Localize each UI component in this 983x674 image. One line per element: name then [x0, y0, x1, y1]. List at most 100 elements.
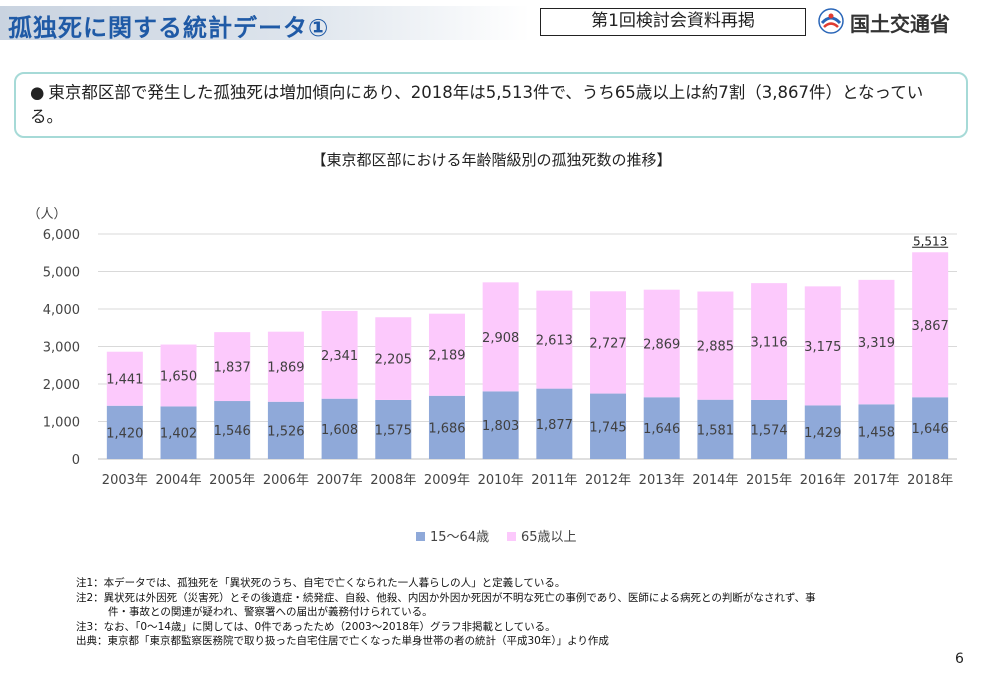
x-tick-label: 2016年 [800, 473, 846, 488]
bar-segment-15-64 [858, 404, 895, 459]
data-label: 2,189 [428, 349, 465, 364]
bar-segment-15-64 [321, 398, 358, 459]
data-label: 1,420 [106, 426, 143, 441]
y-tick-label: 2,000 [43, 378, 80, 393]
x-tick-label: 2011年 [531, 473, 577, 488]
bar-segment-65plus [912, 252, 949, 398]
bar-segment-15-64 [804, 405, 841, 459]
bar-segment-65plus [160, 344, 197, 407]
data-label: 2,908 [482, 331, 519, 346]
data-label: 2,727 [589, 336, 626, 351]
bar-segment-15-64 [160, 406, 197, 459]
data-label: 1,869 [267, 361, 304, 376]
x-tick-label: 2006年 [263, 473, 309, 488]
data-label: 1,745 [589, 420, 626, 435]
reference-badge: 第1回検討会資料再掲 [540, 8, 806, 36]
ministry-name: 国土交通省 [850, 12, 950, 36]
summary-text: 東京都区部で発生した孤独死は増加傾向にあり、2018年は5,513件で、うち65… [30, 83, 924, 126]
bar-segment-65plus [590, 291, 627, 394]
bar-segment-65plus [267, 331, 304, 402]
x-tick-label: 2008年 [370, 473, 416, 488]
bar-segment-15-64 [751, 399, 788, 459]
footnote-3: 注3：なお、「0～14歳」に関しては、0件であったため（2003～2018年）グ… [76, 620, 556, 633]
data-label: 1,608 [321, 423, 358, 438]
data-label: 1,646 [643, 422, 680, 437]
source-note: 出典：東京都「東京都監察医務院で取り扱った自宅住居で亡くなった単身世帯の者の統計… [76, 635, 609, 647]
footnote-2: 注2：異状死は外因死（災害死）とその後遺症・続発症、自殺、他殺、内因か外因か死因… [76, 591, 816, 604]
bar-segment-15-64 [106, 405, 143, 459]
data-label: 1,686 [428, 421, 465, 436]
data-label: 1,441 [106, 373, 143, 388]
data-label: 2,869 [643, 337, 680, 352]
x-tick-label: 2014年 [692, 473, 738, 488]
bar-segment-15-64 [697, 399, 734, 459]
ministry-logo-block: 国土交通省 [818, 6, 978, 36]
data-label: 3,175 [804, 340, 841, 355]
bullet-icon: ● [30, 83, 45, 102]
bar-segment-15-64 [482, 391, 519, 459]
summary-box: ● 東京都区部で発生した孤独死は増加傾向にあり、2018年は5,513件で、うち6… [14, 72, 968, 138]
y-tick-label: 3,000 [43, 341, 80, 356]
x-tick-label: 2017年 [853, 473, 899, 488]
bar-segment-15-64 [214, 401, 251, 459]
legend-label-65plus: 65歳以上 [521, 530, 577, 545]
data-label: 2,205 [375, 353, 412, 368]
y-tick-label: 6,000 [43, 228, 80, 243]
bar-segment-65plus [643, 289, 680, 398]
x-tick-label: 2013年 [639, 473, 685, 488]
data-label: 1,575 [375, 423, 412, 438]
bar-segment-65plus [697, 291, 734, 400]
data-label: 2,613 [536, 334, 573, 349]
x-tick-label: 2004年 [155, 473, 201, 488]
y-tick-label: 0 [72, 453, 80, 468]
x-tick-label: 2009年 [424, 473, 470, 488]
data-label: 1,574 [750, 423, 787, 438]
title-background [0, 6, 530, 40]
data-label: 1,458 [858, 426, 895, 441]
x-tick-label: 2003年 [102, 473, 148, 488]
data-label: 3,867 [912, 319, 949, 334]
y-tick-label: 4,000 [43, 303, 80, 318]
x-tick-label: 2015年 [746, 473, 792, 488]
bar-segment-65plus [106, 351, 143, 406]
data-label: 1,877 [536, 418, 573, 433]
x-tick-label: 2012年 [585, 473, 631, 488]
bar-segment-65plus [321, 310, 358, 399]
data-label: 1,837 [214, 361, 251, 376]
y-tick-label: 5,000 [43, 266, 80, 281]
data-label: 1,429 [804, 426, 841, 441]
stacked-bar-chart: （人） 0 1,000 2,000 3,000 4,000 5,000 6,000 1,420 1… [27, 207, 957, 545]
x-tick-label: 2018年 [907, 473, 953, 488]
footnote-1: 注1：本データでは、孤独死を「異状死のうち、自宅で亡くなられた一人暮らしの人」と… [76, 577, 566, 589]
data-label: 1,650 [160, 369, 197, 384]
legend-swatch-15-64 [416, 532, 425, 541]
bar-segment-65plus [751, 283, 788, 400]
data-label: 1,546 [214, 424, 251, 439]
footnotes: 注1：本データでは、孤独死を「異状死のうち、自宅で亡くなられた一人暮らしの人」と… [76, 576, 956, 649]
bar-segment-65plus [482, 282, 519, 392]
bar-segment-65plus [804, 286, 841, 406]
bar-segment-15-64 [428, 395, 465, 459]
data-label: 2,885 [697, 340, 734, 355]
x-tick-label: 2005年 [209, 473, 255, 488]
data-label: 1,402 [160, 427, 197, 442]
page-number: 6 [955, 651, 964, 667]
bar-segment-15-64 [267, 401, 304, 459]
header: 孤独死に関する統計データ① 第1回検討会資料再掲 国土交通省 [0, 0, 983, 46]
data-label: 1,803 [482, 419, 519, 434]
data-label: 3,116 [750, 336, 787, 351]
x-tick-label: 2010年 [478, 473, 524, 488]
total-annotation: 5,513 [913, 234, 947, 248]
bar-segment-65plus [858, 279, 895, 405]
bar-segment-65plus [536, 290, 573, 389]
bar-segment-65plus [214, 332, 251, 402]
ministry-logo-icon [818, 8, 844, 34]
bar-segment-65plus [428, 313, 465, 396]
y-tick-label: 1,000 [43, 416, 80, 431]
y-axis-unit-label: （人） [27, 207, 66, 222]
page-title: 孤独死に関する統計データ① [8, 14, 330, 42]
data-label: 2,341 [321, 349, 358, 364]
x-tick-label: 2007年 [317, 473, 363, 488]
footnote-2-continued: 件・事故との関連が疑われ、警察署への届出が義務付けられている。 [108, 606, 433, 618]
data-label: 1,581 [697, 423, 734, 438]
